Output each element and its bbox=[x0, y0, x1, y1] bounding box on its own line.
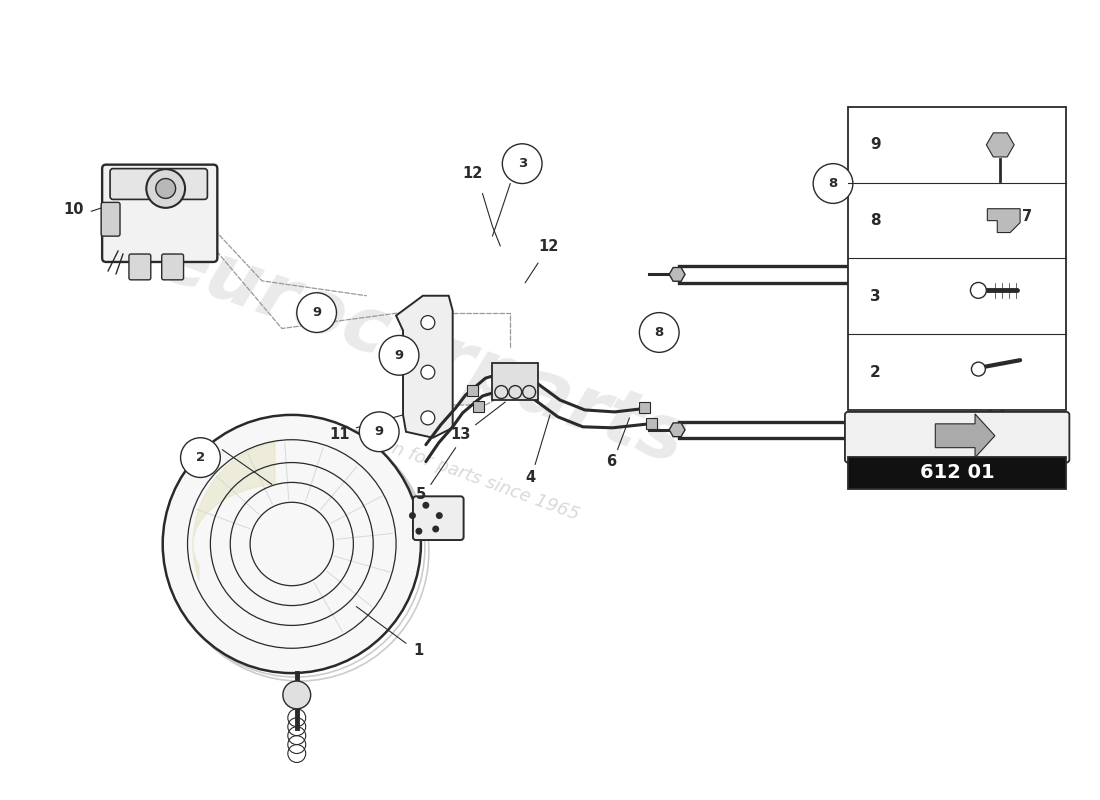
Text: 612 01: 612 01 bbox=[920, 463, 994, 482]
FancyBboxPatch shape bbox=[110, 169, 208, 199]
Circle shape bbox=[970, 282, 987, 298]
FancyBboxPatch shape bbox=[162, 254, 184, 280]
Circle shape bbox=[813, 164, 852, 203]
Circle shape bbox=[163, 415, 421, 673]
FancyBboxPatch shape bbox=[848, 107, 1066, 410]
Polygon shape bbox=[396, 296, 453, 438]
Text: 10: 10 bbox=[63, 202, 84, 217]
FancyBboxPatch shape bbox=[412, 496, 463, 540]
Polygon shape bbox=[988, 209, 1020, 233]
Polygon shape bbox=[987, 133, 1014, 157]
FancyBboxPatch shape bbox=[639, 402, 650, 414]
Text: 9: 9 bbox=[312, 306, 321, 319]
Circle shape bbox=[146, 169, 185, 208]
Text: 2: 2 bbox=[196, 451, 205, 464]
Circle shape bbox=[297, 293, 337, 333]
Circle shape bbox=[180, 438, 220, 478]
Text: 13: 13 bbox=[450, 427, 471, 442]
Circle shape bbox=[422, 502, 429, 509]
Text: 7: 7 bbox=[1022, 209, 1032, 224]
Text: 8: 8 bbox=[870, 213, 880, 228]
Text: 6: 6 bbox=[606, 454, 617, 469]
Text: 11: 11 bbox=[329, 427, 350, 442]
Text: eurocarparts: eurocarparts bbox=[146, 221, 695, 480]
FancyBboxPatch shape bbox=[473, 402, 484, 413]
Circle shape bbox=[360, 412, 399, 452]
Text: 12: 12 bbox=[462, 166, 483, 181]
FancyBboxPatch shape bbox=[101, 202, 120, 236]
Text: 2: 2 bbox=[870, 365, 880, 379]
Circle shape bbox=[436, 512, 443, 519]
Circle shape bbox=[421, 366, 434, 379]
Circle shape bbox=[503, 144, 542, 183]
Text: 12: 12 bbox=[538, 238, 558, 254]
FancyBboxPatch shape bbox=[468, 385, 478, 395]
Circle shape bbox=[971, 362, 986, 376]
Circle shape bbox=[416, 528, 422, 534]
FancyBboxPatch shape bbox=[848, 457, 1066, 490]
Circle shape bbox=[283, 681, 310, 709]
FancyBboxPatch shape bbox=[102, 165, 218, 262]
Text: 8: 8 bbox=[654, 326, 664, 339]
Circle shape bbox=[432, 526, 439, 533]
Polygon shape bbox=[669, 423, 685, 437]
Circle shape bbox=[639, 313, 679, 352]
Text: 3: 3 bbox=[518, 157, 527, 170]
Text: 9: 9 bbox=[395, 349, 404, 362]
Text: 4: 4 bbox=[525, 470, 536, 485]
Text: 9: 9 bbox=[870, 138, 880, 153]
Text: 1: 1 bbox=[414, 642, 424, 658]
Text: 9: 9 bbox=[375, 426, 384, 438]
Circle shape bbox=[379, 335, 419, 375]
Polygon shape bbox=[669, 267, 685, 282]
FancyBboxPatch shape bbox=[493, 363, 538, 400]
Text: a passion for parts since 1965: a passion for parts since 1965 bbox=[320, 414, 582, 525]
Circle shape bbox=[156, 178, 176, 198]
FancyBboxPatch shape bbox=[646, 418, 657, 430]
Circle shape bbox=[421, 411, 434, 425]
FancyBboxPatch shape bbox=[129, 254, 151, 280]
Text: 8: 8 bbox=[828, 177, 837, 190]
Text: 3: 3 bbox=[870, 289, 880, 304]
FancyBboxPatch shape bbox=[845, 412, 1069, 462]
Circle shape bbox=[409, 512, 416, 519]
Circle shape bbox=[421, 315, 434, 330]
Text: 5: 5 bbox=[416, 487, 426, 502]
Polygon shape bbox=[935, 414, 994, 458]
